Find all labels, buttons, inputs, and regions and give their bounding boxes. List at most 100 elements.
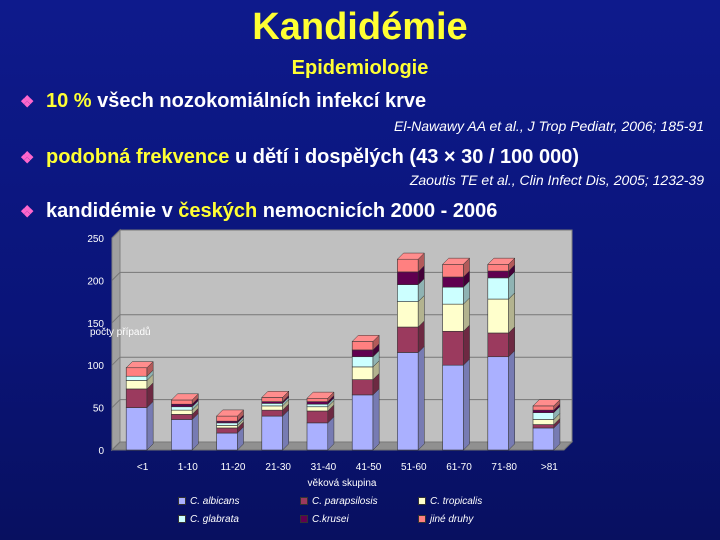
bar-segment <box>351 366 374 380</box>
bar-segment <box>532 427 555 451</box>
y-tick-label: 200 <box>87 276 104 287</box>
bar-segment-side <box>146 400 154 451</box>
bar-segment <box>125 375 148 381</box>
y-tick-label: 250 <box>87 234 104 245</box>
bar-top <box>216 409 245 417</box>
bar-segment <box>397 326 419 353</box>
bullet-1-text: všech nozokomiálních infekcí krve <box>91 90 427 112</box>
bar-segment <box>261 397 283 402</box>
bar-segment <box>306 403 329 408</box>
bar-segment <box>442 303 464 332</box>
reference-2: Zaoutis TE et al., Clin Infect Dis, 2005… <box>409 172 704 188</box>
bar-segment <box>397 258 419 273</box>
legend-item: C. parapsilosis <box>300 496 378 507</box>
bar-segment <box>171 399 193 405</box>
bar-segment <box>216 422 238 426</box>
bar-segment <box>216 415 238 422</box>
bar-segment <box>397 284 419 302</box>
legend-label: C. parapsilosis <box>312 496 378 507</box>
bar-segment <box>487 356 509 451</box>
chart-side-wall <box>111 228 121 452</box>
bar-segment <box>487 298 509 334</box>
bar-segment <box>261 409 283 417</box>
bullet-3-text: nemocnicích 2000 - 2006 <box>257 200 498 222</box>
bar-segment <box>125 367 148 377</box>
bar-segment <box>487 270 509 279</box>
reference-1: El-Nawawy AA et al., J Trop Pediatr, 200… <box>394 118 704 134</box>
bar-segment-side <box>417 345 425 451</box>
legend-label: jiné druhy <box>430 514 474 525</box>
y-axis-label: počty případů <box>90 326 151 338</box>
diamond-bullet-icon: ❖ <box>20 150 35 167</box>
bar-top <box>532 399 561 407</box>
legend-item: C. tropicalis <box>418 496 482 507</box>
bar-top <box>306 391 335 399</box>
x-tick-label: <1 <box>137 462 149 473</box>
bar-segment <box>171 403 193 408</box>
diamond-bullet-icon: ❖ <box>20 204 35 221</box>
bullet-3-pre: kandidémie v <box>46 200 179 222</box>
bar-segment <box>442 263 464 278</box>
bar-segment <box>397 271 419 285</box>
diamond-bullet-icon: ❖ <box>20 94 35 111</box>
bar-segment <box>351 341 374 351</box>
legend-swatch <box>300 497 308 506</box>
bar-segment <box>216 432 238 451</box>
bar-segment <box>351 379 374 396</box>
bar-top <box>442 257 471 265</box>
bullet-1-highlight: 10 % <box>46 90 92 112</box>
bar-segment-side <box>463 358 470 451</box>
bar-segment <box>306 401 329 405</box>
bar-segment <box>351 394 374 451</box>
bullet-3-highlight: českých <box>178 200 258 222</box>
bullet-2-text: u dětí i dospělých (43 × 30 / 100 000) <box>229 146 579 168</box>
legend-item: C. glabrata <box>178 514 239 525</box>
bar-segment <box>125 380 148 390</box>
legend-swatch <box>300 515 308 524</box>
x-tick-label: 51-60 <box>401 462 427 473</box>
bar-segment <box>261 415 283 451</box>
legend-item: C. albicans <box>178 496 239 507</box>
bar-segment <box>397 301 419 328</box>
legend-swatch <box>418 515 426 524</box>
gridline <box>111 272 121 281</box>
bar-top <box>170 393 199 401</box>
gridline <box>111 441 121 451</box>
legend-item: C.krusei <box>300 514 349 525</box>
x-tick-label: 41-50 <box>356 462 382 473</box>
bar-segment <box>125 407 148 451</box>
bar-segment <box>171 409 193 415</box>
bar-segment <box>442 286 464 305</box>
x-tick-label: 61-70 <box>446 462 472 473</box>
bar-segment <box>442 364 464 451</box>
bar-segment <box>171 419 193 451</box>
legend-swatch <box>178 515 186 524</box>
bar-top <box>351 335 380 342</box>
bar-segment <box>216 425 238 429</box>
x-tick-label: 21-30 <box>265 462 291 473</box>
y-tick-label: 0 <box>98 446 104 457</box>
bar-segment <box>487 332 509 358</box>
page-title: Kandidémie <box>252 6 468 48</box>
bar-top <box>261 391 290 398</box>
bar-top <box>396 252 425 260</box>
gridline <box>111 229 121 239</box>
bar-segment <box>487 277 509 300</box>
legend-label: C. glabrata <box>190 514 239 525</box>
bar-segment <box>532 409 555 413</box>
x-tick-label: >81 <box>541 462 558 473</box>
y-tick-label: 50 <box>93 404 105 415</box>
bar-segment <box>532 412 555 420</box>
bar-segment <box>261 405 283 411</box>
y-tick-label: 150 <box>87 319 104 330</box>
bar-segment <box>397 352 419 451</box>
x-tick-label: 11-20 <box>221 462 246 473</box>
bar-segment-side <box>508 292 515 334</box>
bullet-2-highlight: podobná frekvence <box>46 146 230 168</box>
legend-swatch <box>178 497 186 506</box>
bar-segment <box>532 405 555 411</box>
bar-segment <box>261 403 283 407</box>
bar-segment-side <box>372 388 380 451</box>
bar-segment <box>532 424 555 429</box>
